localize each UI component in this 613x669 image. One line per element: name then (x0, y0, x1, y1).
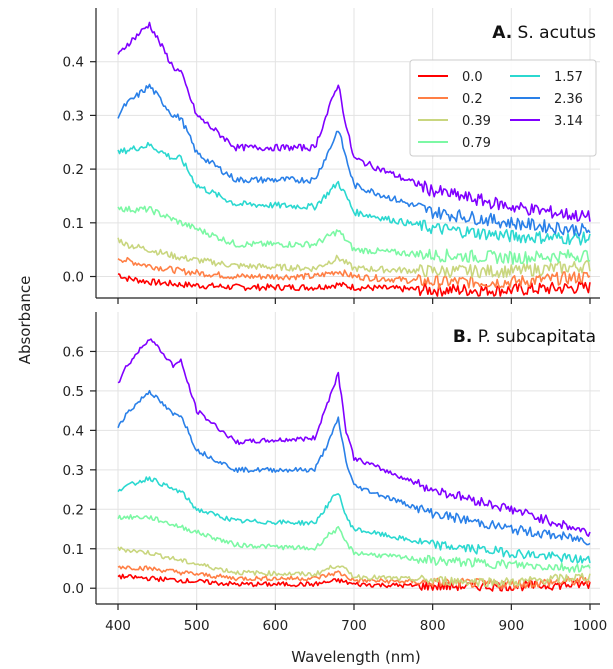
grid (96, 312, 600, 604)
legend-label: 0.2 (462, 92, 483, 107)
panel-title-letter: B. (453, 327, 472, 347)
panel-title-name: S. acutus (512, 23, 596, 43)
y-tick-label: 0.0 (63, 270, 84, 286)
x-tick-label: 800 (420, 618, 446, 634)
y-tick-label: 0.5 (63, 384, 84, 400)
legend-label: 3.14 (554, 114, 583, 129)
legend-label: 0.79 (462, 136, 491, 151)
y-tick-label: 0.0 (63, 581, 84, 597)
series-line-1-57 (117, 476, 591, 564)
legend-label: 0.0 (462, 70, 483, 85)
x-tick-label: 700 (341, 618, 367, 634)
series-line-0-79 (117, 205, 591, 265)
y-tick-label: 0.1 (63, 216, 84, 232)
legend-box (409, 59, 597, 157)
x-tick-label: 400 (105, 618, 131, 634)
x-tick-label: 500 (184, 618, 210, 634)
y-tick-label: 0.6 (63, 344, 84, 360)
y-axis-label: Absorbance (16, 276, 34, 365)
panel-title-name: P. subcapitata (472, 327, 596, 347)
y-tick-label: 0.2 (63, 502, 84, 518)
series-line-0-2 (117, 565, 591, 590)
series-line-0-39 (117, 237, 591, 279)
panel-title-letter: A. (492, 23, 512, 43)
x-axis-label: Wavelength (nm) (291, 648, 421, 666)
y-tick-label: 0.3 (63, 108, 84, 124)
y-tick-label: 0.1 (63, 542, 84, 558)
series-line-0-0 (117, 573, 591, 592)
panel-a: 0.0 0.1 0.2 0.3 0.4 A. S. acutus 0.0 0.2 0.39 0.7… (63, 8, 600, 304)
panel-title: A. S. acutus (492, 23, 596, 43)
series-lines (117, 338, 591, 592)
series-line-3-14 (117, 21, 591, 222)
panel-b: 0.0 0.1 0.2 0.3 0.4 0.5 0.6 400 500 600 700 800 900 1… (63, 312, 607, 634)
y-tick-label: 0.2 (63, 162, 84, 178)
legend-label: 1.57 (554, 70, 583, 85)
series-line-2-36 (117, 389, 591, 546)
y-tick-label: 0.4 (63, 55, 84, 71)
x-tick-label: 1000 (573, 618, 607, 634)
series-line-0-2 (117, 256, 591, 290)
panel-title: B. P. subcapitata (453, 327, 596, 347)
series-line-2-36 (117, 83, 591, 237)
series-lines (117, 21, 591, 297)
series-line-0-79 (117, 514, 591, 573)
legend: 0.0 0.2 0.39 0.79 1.57 2.36 3.14 (409, 59, 597, 157)
series-line-0-0 (117, 273, 591, 297)
y-tick-label: 0.3 (63, 463, 84, 479)
legend-label: 2.36 (554, 92, 583, 107)
series-line-1-57 (117, 141, 591, 246)
y-tick-label: 0.4 (63, 423, 84, 439)
x-tick-label: 900 (498, 618, 524, 634)
legend-label: 0.39 (462, 114, 491, 129)
series-line-3-14 (117, 338, 591, 537)
series-line-0-39 (117, 546, 591, 588)
x-tick-label: 600 (262, 618, 288, 634)
